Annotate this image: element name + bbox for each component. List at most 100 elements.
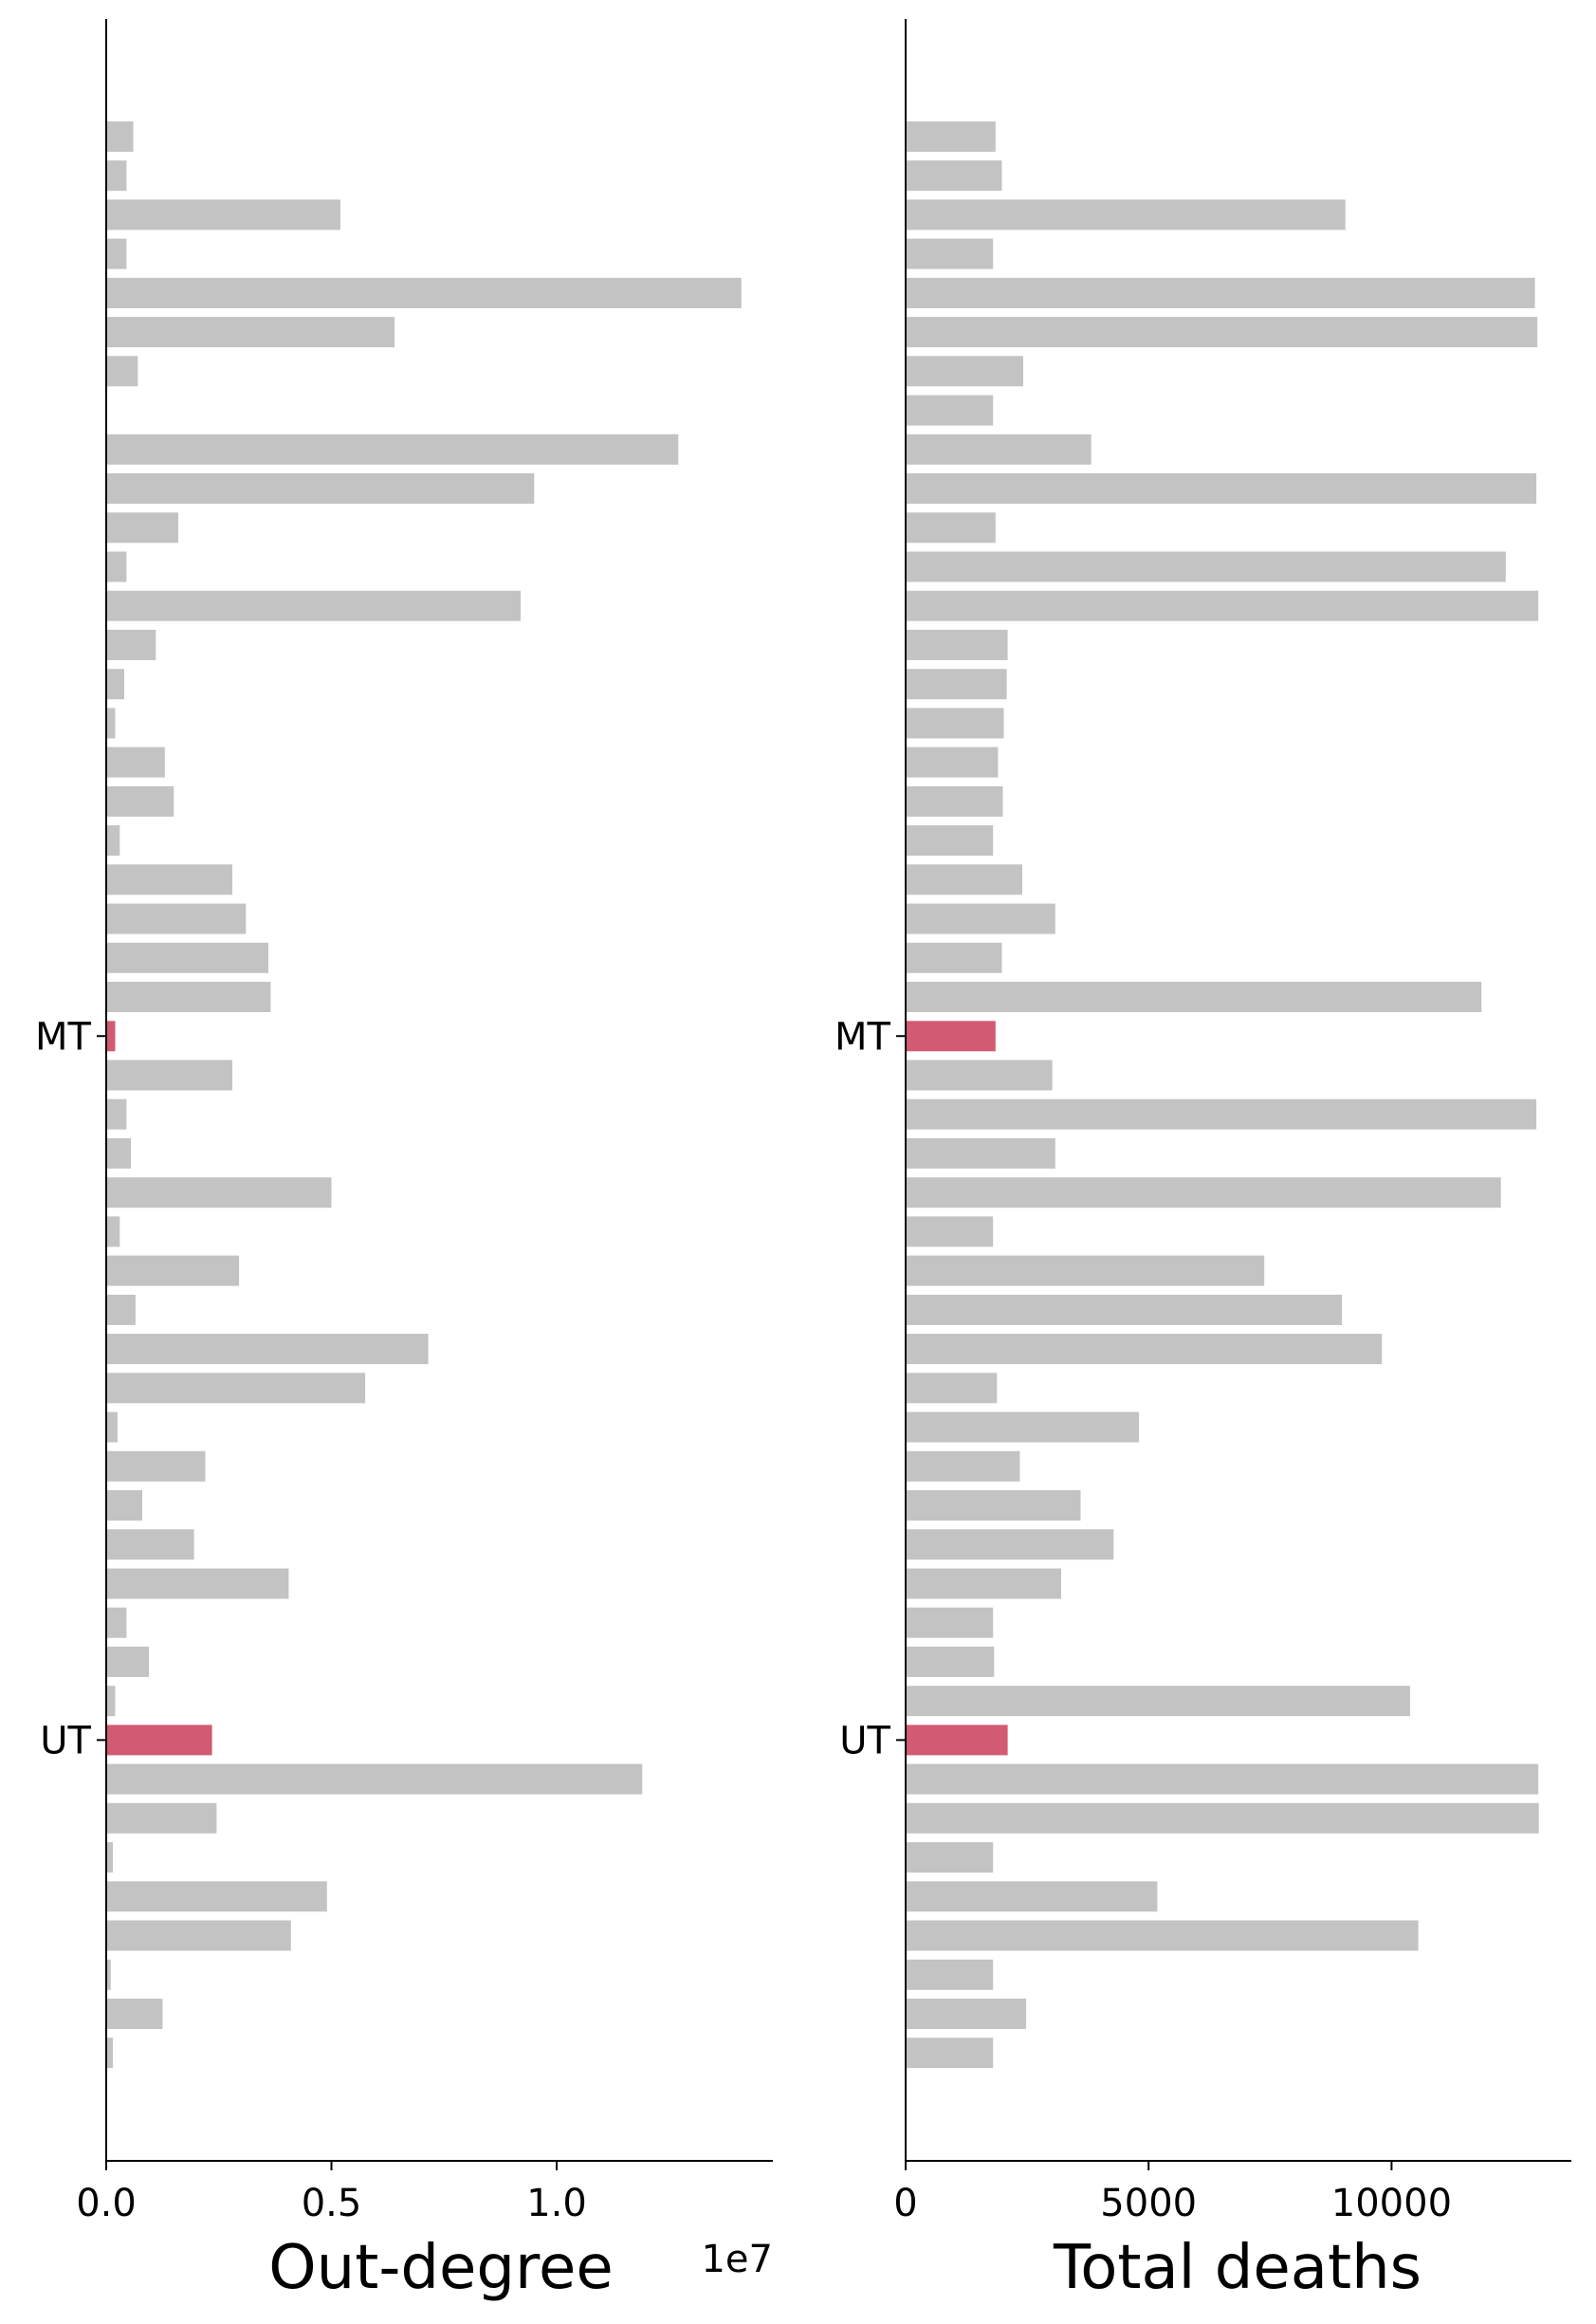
bar	[106, 238, 127, 269]
x-axis-label: Total deaths	[1053, 2233, 1422, 2303]
bar	[106, 864, 232, 895]
bar	[106, 1098, 127, 1130]
bar	[906, 669, 1007, 700]
bar	[906, 1411, 1139, 1443]
out-degree-panel: 0.0 0.5 1.0 MT UT Out-degree 1e7	[35, 19, 773, 2303]
bar	[906, 1216, 994, 1247]
bar	[906, 1568, 1061, 1599]
bar	[106, 1529, 194, 1560]
bar	[106, 1646, 150, 1677]
bar	[906, 864, 1022, 895]
bar	[906, 1490, 1081, 1521]
bar	[106, 433, 679, 465]
x-tick-label: 5000	[1100, 2182, 1197, 2225]
bar	[906, 1098, 1537, 1130]
bar	[906, 199, 1346, 231]
x-axis-label: Out-degree	[268, 2233, 613, 2303]
bar	[906, 1686, 1410, 1717]
bar	[906, 708, 1004, 739]
bar	[106, 747, 165, 778]
bar	[106, 512, 178, 544]
highlighted-bar	[106, 1021, 116, 1052]
bar	[906, 512, 996, 544]
bar	[106, 903, 247, 934]
bar	[106, 669, 124, 700]
bar	[906, 1060, 1053, 1091]
bar	[106, 982, 271, 1012]
bar	[906, 1529, 1114, 1560]
bar	[106, 1763, 643, 1795]
bar	[106, 708, 116, 739]
bar	[906, 903, 1055, 934]
bar	[106, 1490, 142, 1521]
bar	[106, 1568, 289, 1599]
bar	[106, 277, 742, 308]
bar	[106, 1177, 332, 1208]
bar	[906, 277, 1535, 308]
bar	[906, 160, 1002, 192]
bar	[906, 473, 1537, 504]
bar	[906, 433, 1092, 465]
bar	[906, 1607, 994, 1638]
bar	[106, 785, 174, 817]
bar	[106, 1060, 232, 1091]
bar	[906, 121, 996, 152]
bar	[106, 1881, 327, 1912]
bar	[906, 942, 1002, 973]
bar	[906, 1450, 1020, 1482]
bar	[106, 2038, 114, 2069]
bar	[906, 785, 1003, 817]
bar	[106, 1450, 206, 1482]
bar	[106, 317, 394, 348]
bar	[906, 356, 1023, 387]
bar	[106, 1607, 127, 1638]
bar	[906, 1334, 1383, 1365]
bar	[106, 1686, 116, 1717]
bar	[106, 1216, 120, 1247]
y-tick-label: MT	[35, 1015, 92, 1059]
x-tick-label: 0	[893, 2182, 917, 2225]
bar	[106, 1999, 163, 2029]
bar	[906, 1802, 1539, 1834]
bar	[906, 1999, 1027, 2029]
y-tick-label: MT	[835, 1015, 891, 1059]
bar	[906, 982, 1482, 1012]
bar	[906, 2038, 994, 2069]
bar	[106, 199, 340, 231]
bar	[106, 356, 138, 387]
highlighted-bar	[106, 1725, 212, 1756]
bar	[106, 160, 127, 192]
bar	[906, 747, 999, 778]
bar	[906, 317, 1538, 348]
bar	[106, 1255, 240, 1286]
bar	[906, 1646, 995, 1677]
highlighted-bar	[906, 1021, 996, 1052]
bar	[106, 590, 521, 621]
bar	[106, 1959, 111, 1990]
bar	[106, 121, 134, 152]
highlighted-bar	[906, 1725, 1008, 1756]
bar	[106, 1137, 132, 1169]
bar	[906, 629, 1008, 660]
bar	[106, 473, 535, 504]
x-scale-offset-label: 1e7	[701, 2238, 773, 2281]
bar	[106, 1411, 118, 1443]
bar	[106, 551, 127, 582]
x-tick-label: 0.0	[76, 2182, 137, 2225]
bar	[106, 1334, 429, 1365]
bar	[906, 1959, 994, 1990]
bar	[906, 1920, 1419, 1951]
x-tick-label: 1.0	[526, 2182, 587, 2225]
bar	[906, 825, 994, 857]
bar	[906, 1255, 1265, 1286]
bar	[106, 1920, 291, 1951]
bar	[106, 1373, 366, 1404]
y-tick-label: UT	[40, 1719, 91, 1762]
bar	[106, 1842, 114, 1873]
bar	[906, 1294, 1343, 1325]
bar	[106, 942, 268, 973]
bar	[106, 1802, 217, 1834]
bar	[906, 1177, 1501, 1208]
x-tick-label: 0.5	[302, 2182, 362, 2225]
